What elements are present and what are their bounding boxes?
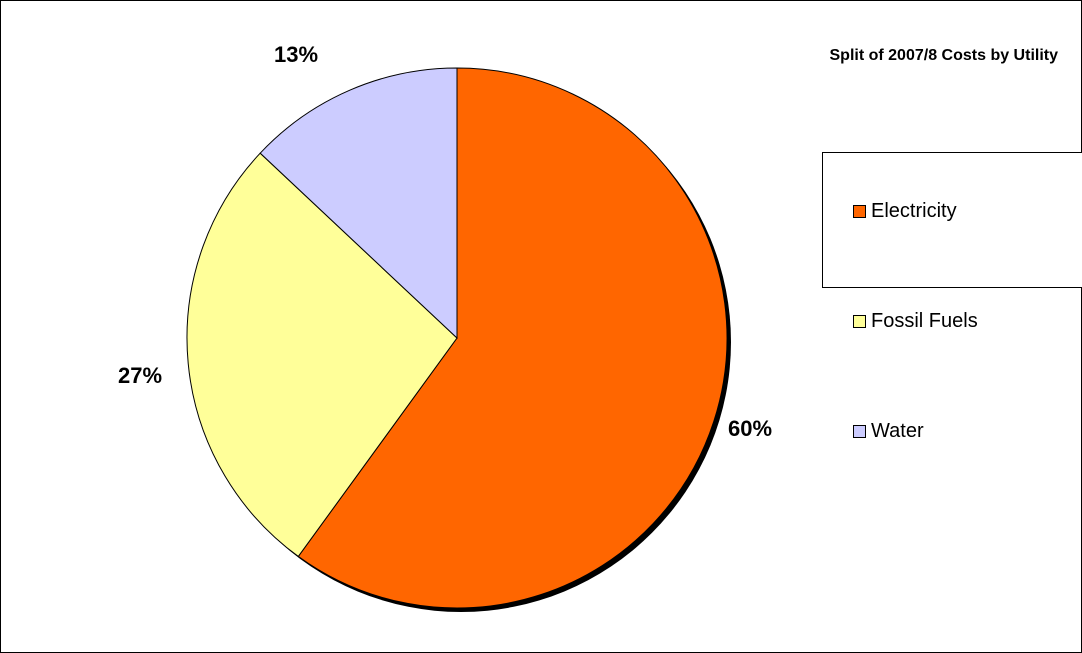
legend-label-fossil-fuels: Fossil Fuels xyxy=(871,309,978,332)
pie-slice-fossil-fuels xyxy=(186,152,458,558)
legend-swatch-fossil-fuels xyxy=(853,314,866,328)
pie-slice-electricity xyxy=(297,67,728,609)
legend-swatch-electricity xyxy=(853,204,866,218)
data-label-fossil-fuels: 27% xyxy=(118,363,162,388)
chart-title: Split of 2007/8 Costs by Utility xyxy=(829,47,1059,64)
pie-data-labels: 60% 27% 13% xyxy=(118,42,772,441)
data-label-water: 13% xyxy=(274,42,318,67)
legend-item-water: Water xyxy=(853,420,924,442)
pie-slice-water xyxy=(259,67,458,340)
legend xyxy=(822,152,1082,288)
data-label-electricity: 60% xyxy=(728,416,772,441)
pie-slices xyxy=(186,67,728,609)
legend-swatch-water xyxy=(853,424,866,438)
legend-label-water: Water xyxy=(871,419,924,442)
legend-label-electricity: Electricity xyxy=(871,199,957,222)
legend-item-fossil-fuels: Fossil Fuels xyxy=(853,310,978,332)
legend-item-electricity: Electricity xyxy=(853,200,957,222)
